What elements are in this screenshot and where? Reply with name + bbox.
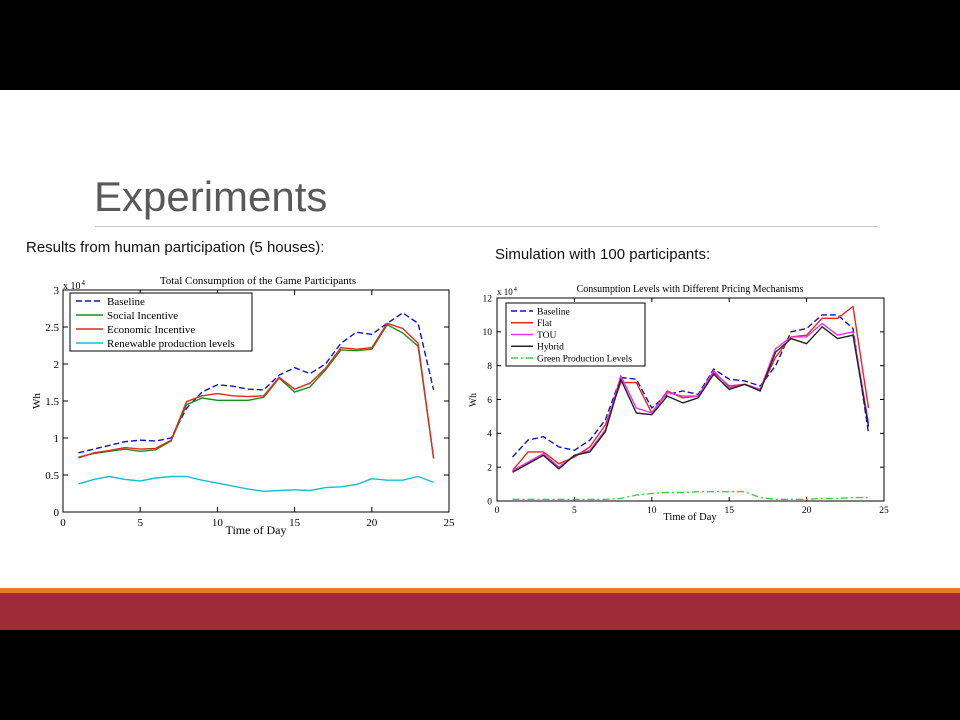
x-tick-label: 20	[366, 517, 378, 529]
x-axis-label: Time of Day	[226, 523, 287, 537]
x-tick-label: 10	[647, 506, 657, 516]
y-tick-label: 4	[487, 430, 492, 440]
legend-label: TOU	[537, 331, 556, 341]
right-chart-caption: Simulation with 100 participants:	[495, 246, 711, 263]
y-tick-label: 10	[483, 328, 493, 338]
y-tick-label: 1	[54, 433, 60, 445]
legend-label: Hybrid	[537, 343, 564, 353]
series-line-social-incentive	[78, 324, 435, 459]
y-multiplier-exponent: 4	[514, 286, 518, 293]
y-tick-label: 2	[487, 463, 492, 473]
x-tick-label: 25	[879, 506, 889, 516]
accent-line	[0, 588, 960, 593]
legend-label: Flat	[537, 319, 552, 329]
y-tick-label: 1.5	[45, 396, 59, 408]
legend-label: Green Production Levels	[537, 354, 632, 364]
legend-label: Baseline	[107, 296, 145, 308]
legend: Baseline Social Incentive Economic Incenti…	[69, 292, 253, 352]
legend-entry: Hybrid	[511, 343, 564, 353]
y-axis-label: Wh	[469, 393, 479, 407]
x-tick-label: 0	[495, 506, 500, 516]
x-tick-label: 25	[444, 517, 456, 529]
series-line-hybrid	[512, 326, 870, 473]
chart-right: 0 5 10 15 20 25 0 2 4 6 8 10 12 Consumption Levels wi…	[469, 284, 889, 523]
y-tick-label: 0	[54, 507, 60, 519]
x-tick-label: 20	[802, 506, 812, 516]
y-axis-multiplier: x 104	[63, 279, 86, 292]
x-tick-label: 15	[724, 506, 734, 516]
letterbox-bottom	[0, 630, 960, 720]
legend-label: Baseline	[537, 307, 570, 317]
x-axis-label: Time of Day	[663, 512, 717, 523]
legend-label: Social Incentive	[107, 310, 178, 322]
series-lines	[511, 305, 870, 500]
slide-title: Experiments	[94, 173, 328, 220]
left-chart-caption: Results from human participation (5 hous…	[26, 239, 325, 256]
legend-entry: Social Incentive	[76, 310, 178, 322]
y-axis-label: Wh	[31, 393, 43, 409]
x-tick-label: 5	[572, 506, 577, 516]
legend-entry: Renewable production levels	[76, 338, 235, 350]
y-tick-label: 12	[483, 294, 493, 304]
legend-entry: TOU	[511, 331, 556, 341]
legend-entry: Flat	[511, 319, 552, 329]
y-tick-label: 0.5	[45, 470, 59, 482]
chart-title: Consumption Levels with Different Pricin…	[577, 284, 804, 295]
y-tick-label: 3	[54, 285, 60, 297]
series-line-economic-incentive	[78, 322, 435, 459]
legend-entry: Green Production Levels	[511, 354, 632, 364]
title-underline	[95, 226, 878, 227]
y-tick-label: 6	[487, 396, 492, 406]
x-tick-label: 0	[60, 517, 66, 529]
legend-entry: Economic Incentive	[76, 324, 195, 336]
letterbox-top	[0, 0, 960, 90]
legend-box	[69, 292, 253, 352]
y-tick-label: 2	[54, 359, 60, 371]
legend-label: Renewable production levels	[107, 338, 235, 350]
legend-label: Economic Incentive	[107, 324, 195, 336]
x-tick-label: 5	[137, 517, 143, 529]
series-line-baseline	[511, 314, 870, 458]
y-multiplier-base: x 10	[497, 287, 513, 297]
y-tick-label: 8	[487, 362, 492, 372]
x-tick-label: 15	[289, 517, 301, 529]
chart-title: Total Consumption of the Game Participan…	[160, 275, 356, 287]
legend-entry: Baseline	[511, 307, 570, 317]
y-multiplier-base: x 10	[63, 281, 81, 292]
y-tick-label: 2.5	[45, 322, 59, 334]
chart-left: 0 5 10 15 20 25 0 0.5 1 1.5 2 2.5 3 Total Consumption…	[31, 275, 455, 537]
y-multiplier-exponent: 4	[82, 279, 86, 287]
series-lines	[78, 312, 435, 492]
legend-entry: Baseline	[76, 296, 145, 308]
footer-band	[0, 593, 960, 630]
series-line-renewable-production-levels	[78, 475, 434, 492]
y-tick-label: 0	[487, 497, 492, 507]
x-tick-label: 10	[212, 517, 224, 529]
y-axis-multiplier: x 104	[497, 286, 518, 297]
